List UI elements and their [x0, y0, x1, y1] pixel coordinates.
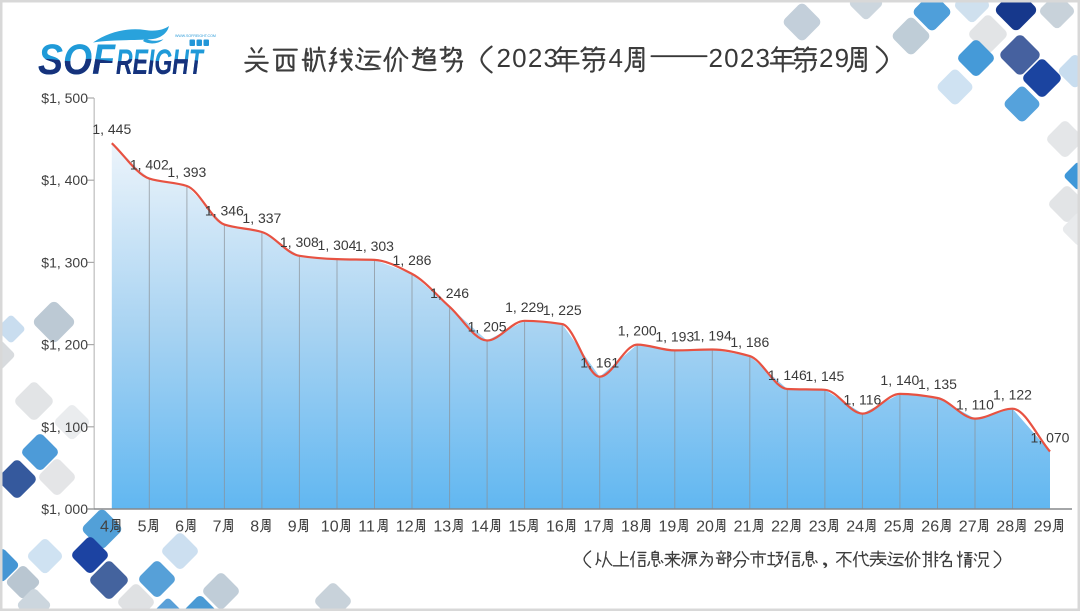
svg-text:11: 11	[358, 519, 375, 536]
svg-text:1, 246: 1, 246	[430, 285, 469, 301]
svg-text:1, 116: 1, 116	[843, 392, 881, 408]
svg-text:WWW.SOFREIGHT.COM: WWW.SOFREIGHT.COM	[175, 34, 216, 38]
svg-text:1, 070: 1, 070	[1031, 430, 1070, 446]
svg-text:1, 110: 1, 110	[956, 397, 994, 413]
svg-text:5: 5	[138, 519, 147, 536]
svg-text:10: 10	[321, 519, 339, 536]
svg-text:$1, 200: $1, 200	[41, 337, 88, 353]
svg-text:1, 225: 1, 225	[543, 302, 582, 318]
svg-text:19: 19	[659, 519, 677, 536]
svg-text:9: 9	[288, 519, 297, 536]
svg-text:15: 15	[508, 519, 526, 536]
svg-text:29: 29	[1034, 519, 1052, 536]
svg-text:20: 20	[696, 519, 714, 536]
svg-text:1, 122: 1, 122	[993, 387, 1032, 403]
svg-text:$1, 400: $1, 400	[41, 172, 88, 188]
svg-text:2023: 2023	[709, 43, 772, 73]
svg-text:$1, 500: $1, 500	[41, 90, 88, 106]
svg-text:$1, 300: $1, 300	[41, 254, 88, 270]
svg-text:4: 4	[100, 519, 109, 536]
svg-text:7: 7	[213, 519, 222, 536]
svg-text:1, 393: 1, 393	[167, 164, 206, 180]
svg-text:12: 12	[396, 519, 414, 536]
svg-text:1, 346: 1, 346	[205, 203, 244, 219]
svg-text:6: 6	[175, 519, 184, 536]
svg-text:1, 194: 1, 194	[693, 328, 732, 344]
svg-text:1, 186: 1, 186	[730, 334, 769, 350]
svg-text:1, 146: 1, 146	[768, 367, 807, 383]
svg-text:21: 21	[734, 519, 752, 536]
svg-text:24: 24	[846, 519, 864, 536]
svg-text:17: 17	[584, 519, 602, 536]
svg-text:1, 161: 1, 161	[580, 355, 619, 371]
svg-text:1, 140: 1, 140	[880, 372, 919, 388]
svg-text:1, 200: 1, 200	[618, 323, 657, 339]
svg-text:1, 193: 1, 193	[655, 328, 694, 344]
svg-text:1, 145: 1, 145	[805, 368, 844, 384]
svg-text:28: 28	[996, 519, 1014, 536]
svg-text:$1, 000: $1, 000	[41, 501, 88, 517]
svg-text:29: 29	[819, 43, 850, 73]
svg-text:SOF: SOF	[38, 36, 116, 84]
svg-text:23: 23	[809, 519, 827, 536]
svg-text:22: 22	[771, 519, 789, 536]
svg-text:25: 25	[884, 519, 902, 536]
svg-text:4: 4	[609, 43, 623, 73]
svg-text:REIGHT: REIGHT	[116, 43, 205, 82]
svg-text:1, 445: 1, 445	[92, 121, 131, 137]
svg-text:1, 402: 1, 402	[130, 157, 169, 173]
svg-text:8: 8	[250, 519, 259, 536]
svg-text:26: 26	[921, 519, 939, 536]
svg-text:1, 286: 1, 286	[393, 252, 432, 268]
svg-text:27: 27	[959, 519, 977, 536]
svg-text:1, 205: 1, 205	[468, 319, 507, 335]
svg-text:13: 13	[433, 519, 451, 536]
svg-text:14: 14	[471, 519, 489, 536]
svg-text:$1, 100: $1, 100	[41, 419, 88, 435]
svg-text:1, 135: 1, 135	[918, 376, 957, 392]
svg-text:1, 304: 1, 304	[318, 237, 357, 253]
svg-text:2023: 2023	[497, 43, 560, 73]
svg-text:1, 303: 1, 303	[355, 238, 394, 254]
svg-text:SOF: SOF	[38, 36, 116, 84]
svg-text:1, 308: 1, 308	[280, 234, 319, 250]
svg-text:16: 16	[546, 519, 564, 536]
svg-text:1, 229: 1, 229	[505, 299, 544, 315]
svg-text:1, 337: 1, 337	[242, 210, 281, 226]
svg-text:18: 18	[621, 519, 639, 536]
svg-text:REIGHT: REIGHT	[116, 43, 205, 82]
